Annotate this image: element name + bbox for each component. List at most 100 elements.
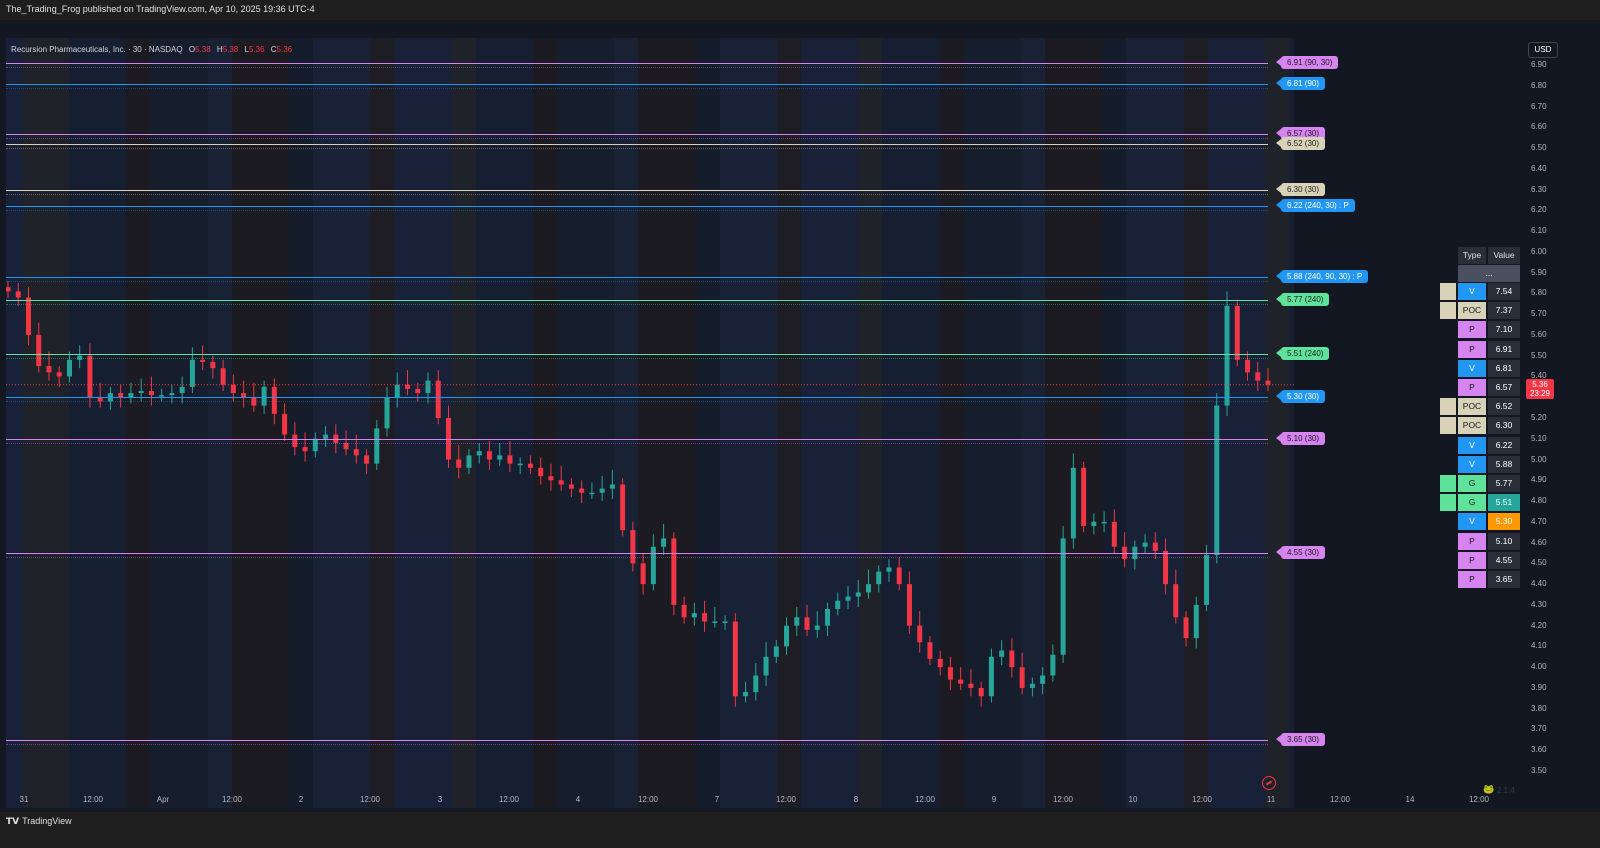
- price-tick: 3.80: [1531, 703, 1547, 713]
- candle-body: [271, 386, 277, 414]
- candle-body: [538, 467, 544, 477]
- level-line: [6, 553, 1268, 554]
- level-line-shadow: [6, 194, 1268, 195]
- price-tick: 3.50: [1531, 766, 1547, 775]
- price-tick: 5.90: [1531, 267, 1547, 277]
- candle-body: [1183, 617, 1189, 639]
- row-type: P: [1458, 340, 1486, 358]
- price-tick: 6.80: [1531, 80, 1547, 90]
- level-line: [6, 439, 1268, 440]
- candle-body: [1050, 654, 1056, 676]
- candle-body: [210, 361, 216, 369]
- level-tag: 6.91 (90, 30): [1275, 56, 1339, 69]
- level-line-shadow: [6, 281, 1268, 282]
- indicator-version: 2.1.4: [1497, 786, 1515, 795]
- level-line: [6, 277, 1268, 278]
- price-tick: 6.70: [1531, 101, 1547, 111]
- price-tick: 4.50: [1531, 558, 1547, 568]
- row-type: V: [1458, 436, 1486, 454]
- candle-body: [876, 571, 882, 585]
- time-tick: 10: [1128, 795, 1138, 804]
- candle-body: [568, 484, 574, 489]
- candle-body: [36, 334, 42, 367]
- candle-body: [56, 372, 62, 377]
- candle-body: [497, 455, 503, 460]
- row-value: 5.10: [1488, 532, 1520, 550]
- level-line-shadow: [6, 148, 1268, 149]
- candle-body: [589, 492, 595, 495]
- last-price-label: 5.36 23:29: [1526, 379, 1554, 399]
- session-band: [394, 38, 452, 808]
- candle-body: [1265, 380, 1271, 385]
- candle-body: [384, 397, 390, 429]
- price-tick: 5.40: [1531, 371, 1547, 381]
- level-line: [6, 63, 1268, 64]
- candle-body: [6, 287, 11, 292]
- candle-body: [302, 447, 308, 452]
- time-tick: 12:00: [1468, 795, 1490, 804]
- row-swatch: [1440, 398, 1456, 416]
- session-band: [69, 38, 126, 808]
- candle-body: [128, 393, 134, 398]
- candle-body: [15, 291, 21, 298]
- candle-body: [323, 434, 329, 439]
- candle-body: [282, 413, 288, 435]
- high-value: 5.38: [222, 45, 239, 54]
- session-band: [476, 38, 533, 808]
- candle-body: [1122, 546, 1128, 560]
- candle-body: [97, 397, 103, 402]
- session-band: [313, 38, 370, 808]
- level-line-shadow: [6, 210, 1268, 211]
- candle-body: [988, 656, 994, 697]
- candle-body: [1019, 667, 1025, 688]
- session-band: [1045, 38, 1102, 808]
- price-tick: 4.70: [1531, 516, 1547, 526]
- candle-body: [312, 438, 318, 452]
- level-tag: 3.65 (30): [1275, 733, 1326, 746]
- candle-body: [1255, 372, 1261, 381]
- price-tick: 4.30: [1531, 599, 1547, 609]
- candle-body: [825, 609, 831, 626]
- candle-body: [609, 484, 615, 489]
- candle-body: [1040, 675, 1046, 684]
- scroll-to-realtime-icon[interactable]: [1262, 776, 1276, 790]
- row-value: 6.91: [1488, 340, 1520, 358]
- table-dots: ...: [1458, 265, 1520, 282]
- tradingview-logo[interactable]: TV TradingView: [6, 816, 72, 827]
- candle-body: [466, 455, 472, 468]
- session-band: [23, 38, 69, 808]
- candle-body: [1224, 305, 1230, 406]
- price-axis[interactable]: 6.90 6.80 6.70 6.60 6.50 6.40 6.30 6.20 6.10 6.00…: [1525, 38, 1600, 808]
- time-tick: 9: [991, 795, 997, 804]
- symbol-name: Recursion Pharmaceuticals, Inc. · 30 · N…: [11, 45, 183, 54]
- row-value: 4.55: [1488, 551, 1520, 569]
- level-tag: 5.51 (240): [1275, 347, 1330, 360]
- level-line-shadow: [6, 67, 1268, 68]
- row-type: V: [1458, 283, 1486, 300]
- candle-body: [66, 359, 72, 377]
- candle-body: [25, 297, 31, 335]
- chart-pane[interactable]: [6, 38, 1294, 808]
- price-tick: 3.70: [1531, 724, 1547, 734]
- candle-body: [865, 584, 871, 593]
- low-value: 5.36: [248, 45, 265, 54]
- time-tick: 12:00: [1052, 795, 1074, 804]
- candle-body: [937, 658, 943, 668]
- candle-body: [87, 355, 93, 398]
- time-tick: 14: [1405, 795, 1415, 804]
- candle-body: [1234, 305, 1240, 360]
- candle-body: [640, 563, 646, 585]
- session-band: [882, 38, 940, 808]
- candle-body: [118, 393, 124, 398]
- level-line-shadow: [6, 304, 1268, 305]
- candle-body: [732, 621, 738, 697]
- level-line: [6, 740, 1268, 741]
- symbol-legend[interactable]: Recursion Pharmaceuticals, Inc. · 30 · N…: [11, 45, 292, 54]
- candle-body: [671, 538, 677, 605]
- time-axis[interactable]: 31 12:00 Apr 12:00 2 12:00 3 12:00 4 12:00 7 12:00 8…: [6, 792, 1526, 808]
- session-band: [858, 38, 882, 808]
- candle-body: [763, 656, 769, 676]
- level-tag: 5.77 (240): [1275, 293, 1330, 306]
- candle-body: [691, 613, 697, 618]
- currency-button[interactable]: USD: [1528, 42, 1558, 58]
